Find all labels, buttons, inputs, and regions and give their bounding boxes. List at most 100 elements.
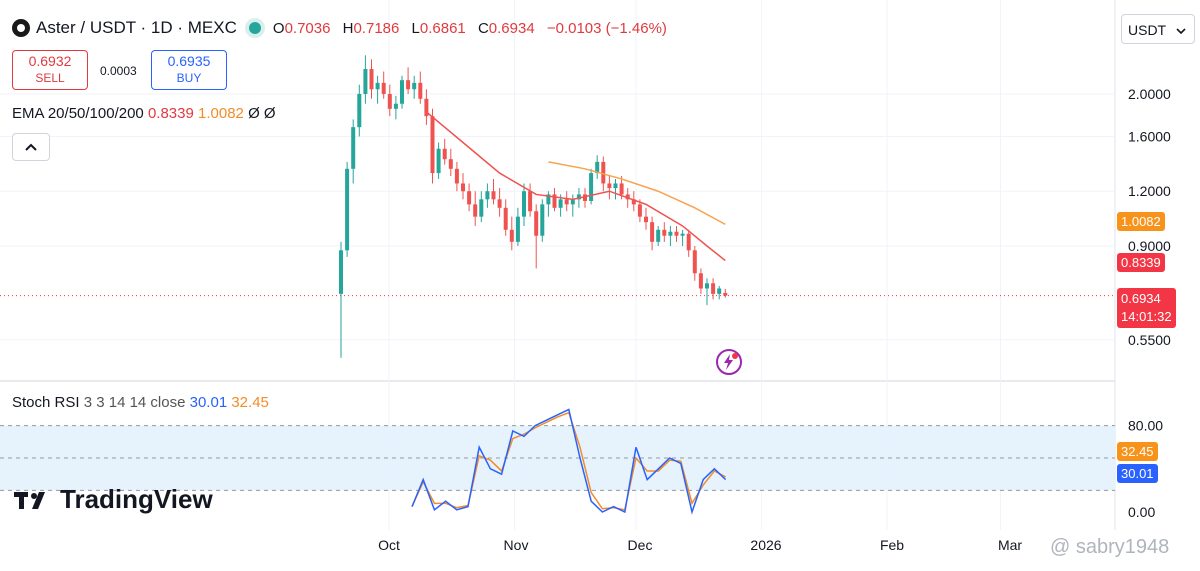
lightning-icon[interactable] bbox=[716, 349, 742, 375]
candle-body bbox=[552, 194, 557, 208]
candle-body bbox=[528, 191, 533, 212]
candle-body bbox=[613, 183, 618, 189]
last-price-label: 0.6934 14:01:32 bbox=[1117, 288, 1176, 328]
candle-body bbox=[570, 199, 575, 205]
candle-body bbox=[607, 183, 612, 189]
ema-legend[interactable]: EMA 20/50/100/200 0.8339 1.0082 Ø Ø bbox=[12, 105, 276, 122]
candle-body bbox=[412, 82, 417, 90]
time-tick-label: Nov bbox=[504, 537, 529, 553]
price-tick-label: 1.2000 bbox=[1128, 183, 1171, 199]
buy-button[interactable]: 0.6935 BUY bbox=[151, 50, 227, 90]
change-value: −0.0103 (−1.46%) bbox=[546, 19, 667, 37]
candle-body bbox=[430, 116, 435, 174]
candle-body bbox=[723, 292, 728, 296]
candle-body bbox=[674, 231, 679, 236]
candle-body bbox=[522, 191, 526, 217]
grid bbox=[0, 0, 1116, 530]
symbol-title[interactable]: Aster / USDT · 1D · MEXC bbox=[36, 18, 237, 37]
chevron-up-icon bbox=[25, 143, 37, 151]
price-tick-label: 1.6000 bbox=[1128, 128, 1171, 144]
candle-body bbox=[692, 250, 697, 274]
candle-body bbox=[644, 216, 648, 223]
candle-body bbox=[467, 191, 472, 205]
tradingview-logo-icon bbox=[14, 491, 45, 509]
candle-body bbox=[485, 191, 490, 200]
candle-body bbox=[546, 194, 551, 205]
candle-body bbox=[369, 69, 374, 90]
tradingview-logo: TradingView bbox=[14, 484, 213, 515]
candle-body bbox=[668, 231, 673, 236]
candle-body bbox=[698, 273, 703, 289]
candle-body bbox=[589, 173, 594, 201]
stoch-tick-label: 0.00 bbox=[1128, 504, 1155, 520]
candle-body bbox=[515, 216, 520, 242]
candle-body bbox=[406, 80, 411, 90]
price-tick-label: 0.5500 bbox=[1128, 332, 1171, 348]
candle-body bbox=[662, 229, 667, 236]
candle-body bbox=[479, 199, 484, 217]
symbol-header: Aster / USDT · 1D · MEXC O0.7036 H0.7186… bbox=[12, 16, 675, 40]
candle-body bbox=[363, 69, 368, 94]
candle-body bbox=[631, 199, 636, 205]
aster-logo-icon bbox=[12, 19, 30, 37]
candle-body bbox=[637, 204, 642, 217]
candle-body bbox=[491, 191, 496, 200]
stoch-rsi-pane: 80.00 0.00 bbox=[0, 408, 1163, 520]
ema50-line bbox=[548, 161, 726, 226]
candle-body bbox=[418, 82, 423, 99]
chevron-down-icon bbox=[1176, 28, 1186, 35]
candle-body bbox=[375, 82, 380, 90]
candle-body bbox=[473, 204, 478, 217]
candle-body bbox=[564, 199, 569, 205]
candle-body bbox=[357, 93, 362, 128]
candle-body bbox=[625, 194, 630, 200]
candle-body bbox=[461, 183, 465, 192]
stoch-k-line bbox=[411, 408, 727, 515]
candle-body bbox=[558, 199, 563, 208]
price-tick-label: 0.9000 bbox=[1128, 238, 1171, 254]
time-tick-label: 2026 bbox=[750, 537, 781, 553]
candle-body bbox=[436, 148, 441, 174]
ema20-price-label: 0.8339 bbox=[1117, 253, 1165, 272]
candles bbox=[0, 55, 1115, 358]
ohlc-readout: O0.7036 H0.7186 L0.6861 C0.6934 −0.0103 … bbox=[272, 19, 667, 37]
stoch-rsi-legend[interactable]: Stoch RSI 3 3 14 14 close 30.01 32.45 bbox=[12, 394, 269, 411]
candle-body bbox=[595, 161, 600, 174]
candle-body bbox=[650, 222, 655, 242]
candle-body bbox=[503, 207, 508, 230]
sell-button[interactable]: 0.6932 SELL bbox=[12, 50, 88, 90]
candle-body bbox=[711, 283, 716, 294]
candle-body bbox=[717, 288, 722, 294]
candle-body bbox=[351, 127, 356, 169]
ema20-line bbox=[425, 111, 726, 262]
candle-body bbox=[705, 283, 709, 289]
time-tick-label: Oct bbox=[378, 537, 400, 553]
candle-body bbox=[509, 229, 514, 242]
candle-body bbox=[534, 211, 539, 236]
candle-body bbox=[656, 229, 661, 242]
candle-body bbox=[619, 183, 624, 195]
watermark: @ sabry1948 bbox=[1050, 536, 1170, 558]
candle-body bbox=[448, 159, 453, 169]
collapse-legend-button[interactable] bbox=[12, 133, 50, 161]
ema50-price-label: 1.0082 bbox=[1117, 212, 1165, 231]
candle-body bbox=[540, 204, 545, 236]
time-tick-label: Dec bbox=[628, 537, 653, 553]
candle-body bbox=[442, 148, 447, 160]
candle-body bbox=[393, 103, 398, 109]
price-axis: 2.0000 1.6000 1.2000 0.9000 0.5500 bbox=[1128, 86, 1171, 348]
candle-body bbox=[583, 194, 587, 201]
market-open-icon bbox=[248, 22, 261, 34]
stoch-d-label: 32.45 bbox=[1117, 442, 1158, 461]
candle-body bbox=[601, 161, 606, 184]
time-tick-label: Mar bbox=[998, 537, 1022, 553]
price-tick-label: 2.0000 bbox=[1128, 86, 1171, 102]
currency-select[interactable]: USDT bbox=[1121, 14, 1195, 44]
candle-body bbox=[387, 93, 392, 109]
spread-value: 0.0003 bbox=[100, 64, 137, 78]
time-tick-label: Feb bbox=[880, 537, 904, 553]
candle-body bbox=[686, 233, 691, 251]
candle-body bbox=[424, 98, 429, 117]
candle-body bbox=[680, 233, 685, 236]
